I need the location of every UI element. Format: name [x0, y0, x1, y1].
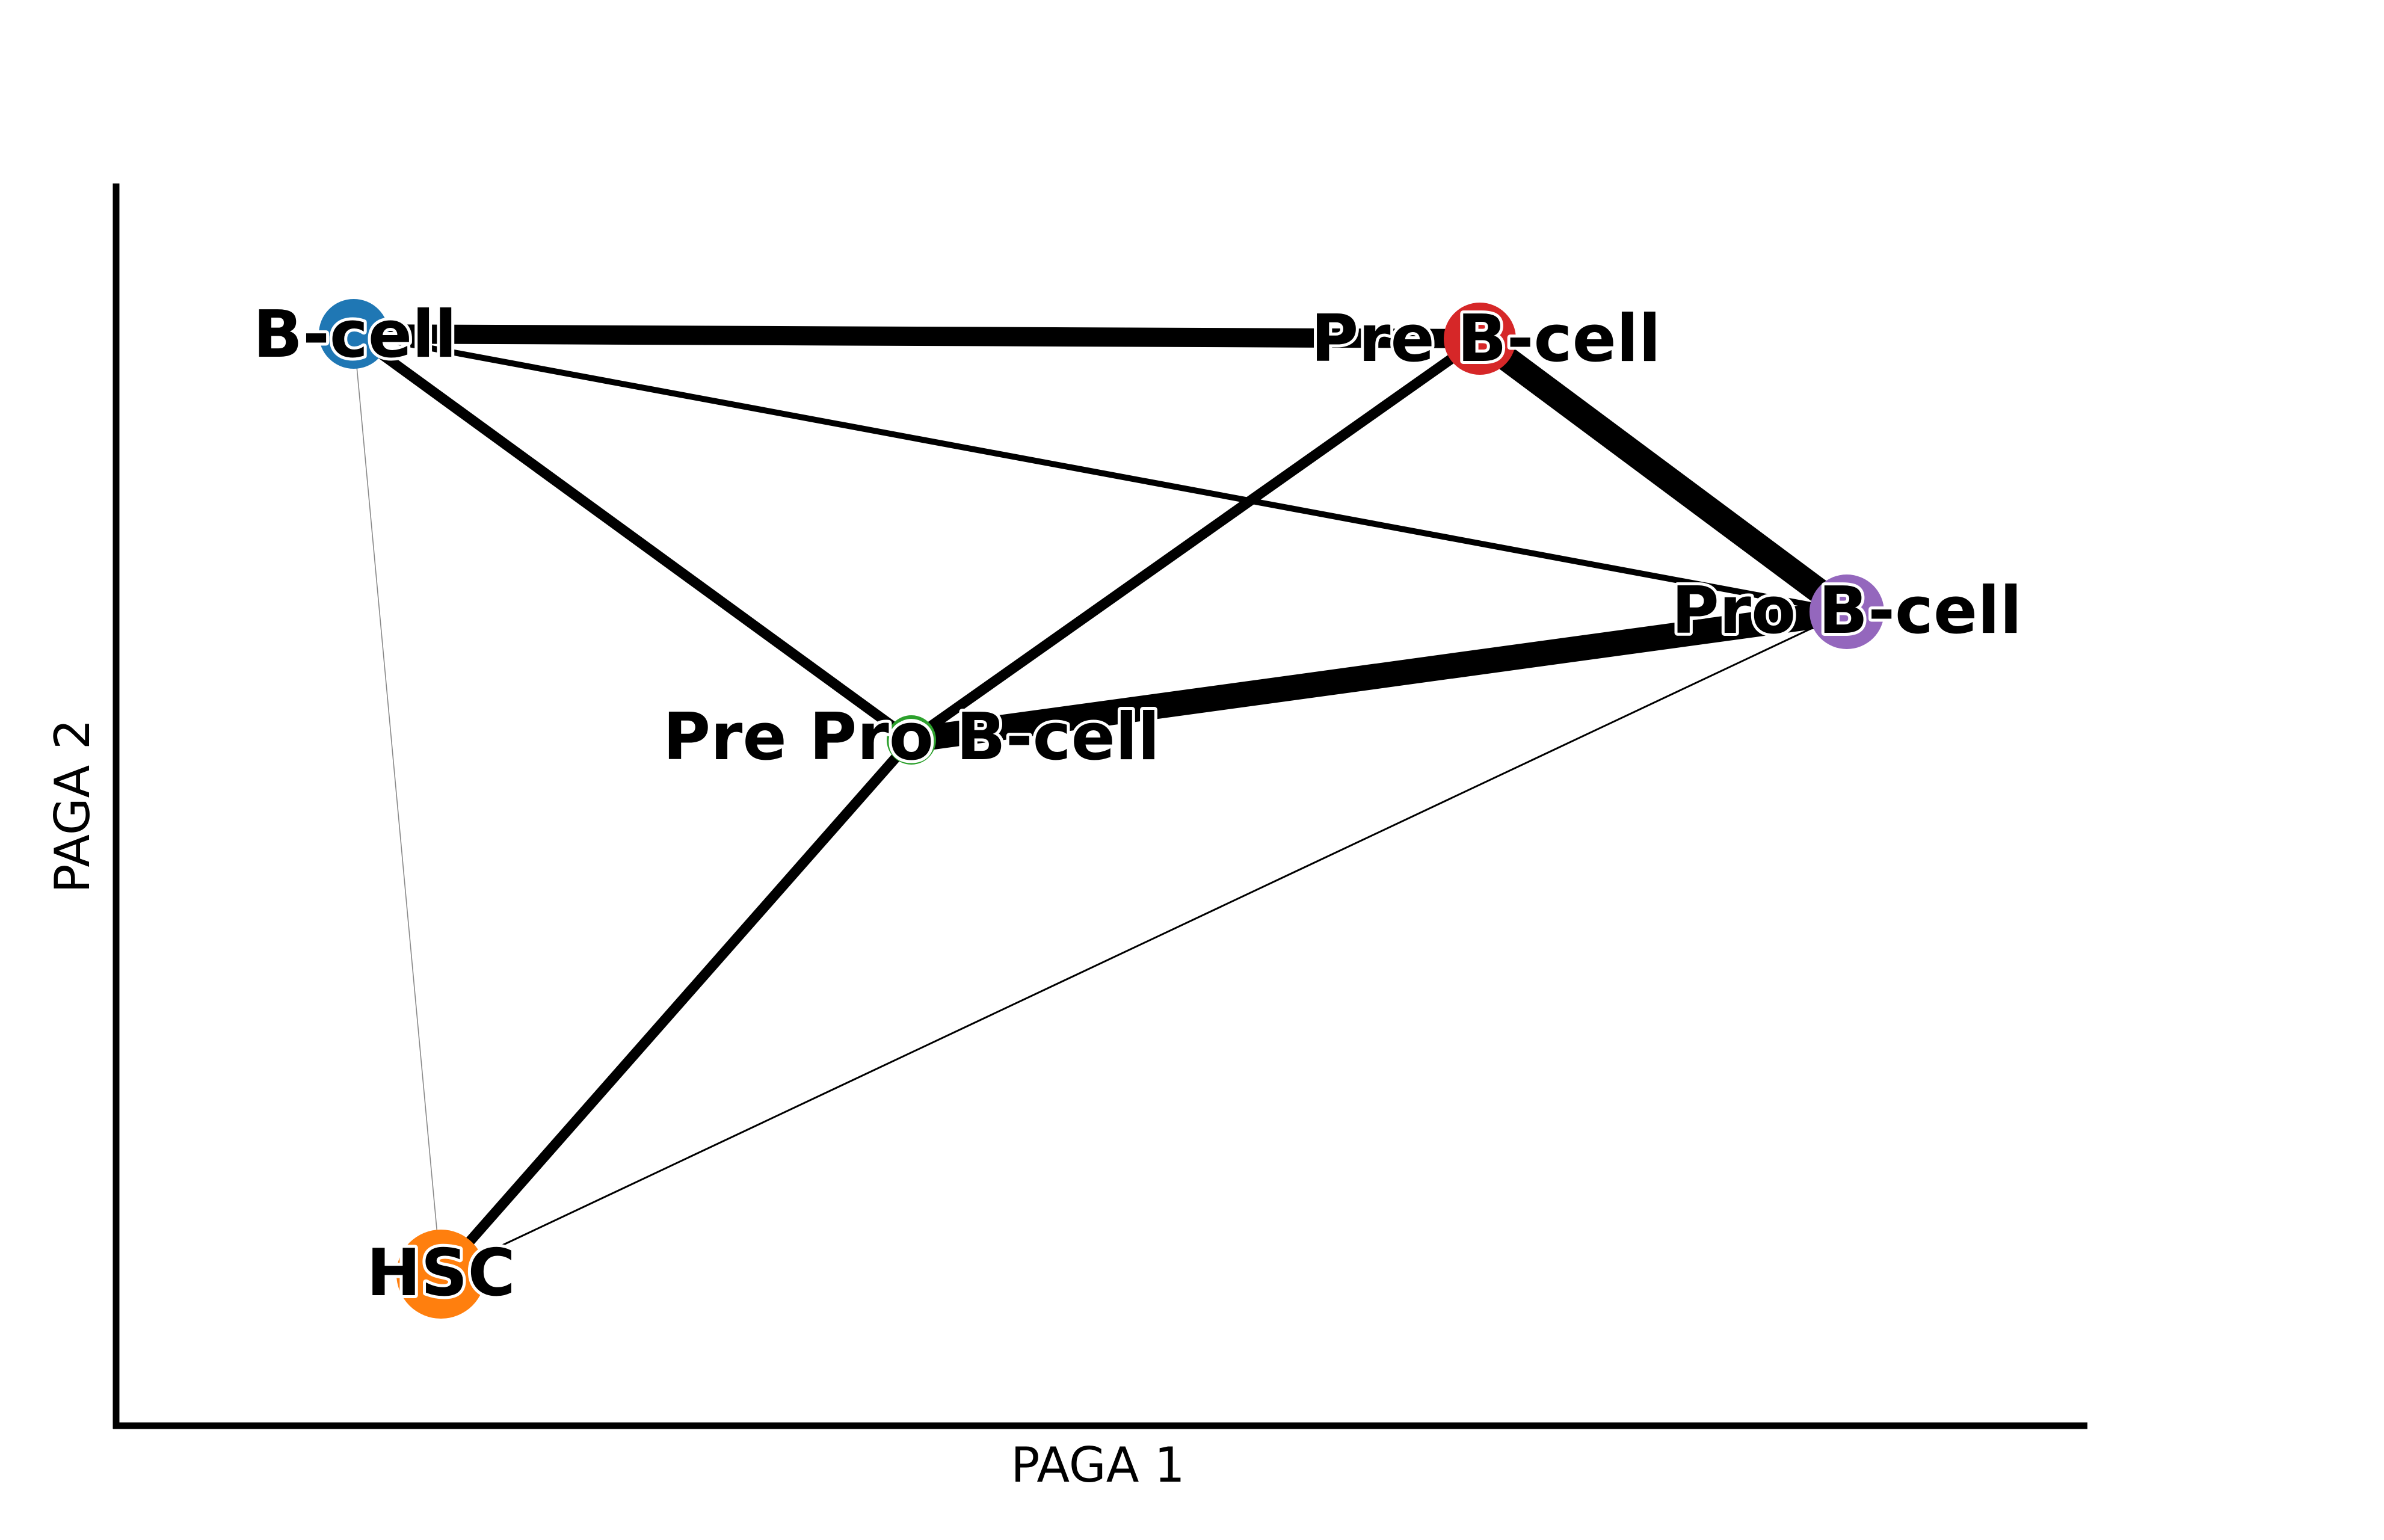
node-label-bcell: B-cell [253, 297, 457, 372]
edge-preprobcell-hsc [437, 736, 916, 1278]
node-prebcell [1444, 303, 1516, 375]
edge-bcell-probcell [353, 331, 1847, 615]
edge-hsc-probcell [440, 611, 1847, 1275]
node-preprobcell [887, 715, 936, 765]
node-label-probcell: Pro B-cell [1672, 573, 2022, 648]
edges-layer [350, 324, 1855, 1278]
node-hsc [396, 1230, 485, 1319]
edge-bcell-prebcell [353, 324, 1480, 348]
edge-preprobcell-probcell [910, 599, 1849, 753]
nodes-layer [319, 299, 1884, 1319]
node-label-hsc: HSC [366, 1236, 515, 1311]
node-probcell [1810, 574, 1884, 649]
node-bcell [319, 299, 389, 369]
edge-bcell-preprobcell [350, 330, 915, 744]
y-axis-label: PAGA 2 [45, 719, 100, 893]
edge-bcell-hsc [353, 333, 442, 1275]
x-axis-label: PAGA 1 [1011, 1437, 1185, 1493]
axes: PAGA 1 PAGA 2 [45, 183, 2087, 1493]
node-label-preprobcell: Pre Pro B-cell [663, 700, 1160, 775]
labels-layer: B-cell Pre B-cell Pro B-cell Pre Pro B-cell… [250, 294, 2025, 1314]
node-label-prebcell: Pre B-cell [1311, 301, 1661, 377]
edge-prebcell-preprobcell [908, 334, 1483, 744]
edge-prebcell-probcell [1472, 328, 1855, 622]
